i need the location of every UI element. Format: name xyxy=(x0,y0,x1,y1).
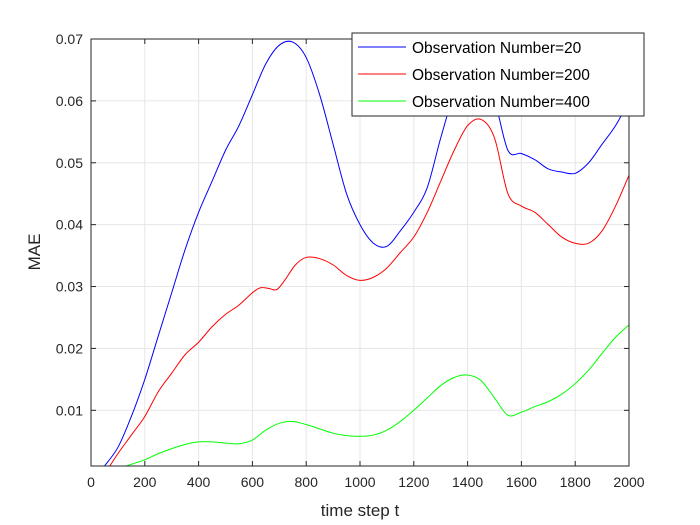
series-line-2 xyxy=(109,118,630,467)
y-tick-label: 0.06 xyxy=(56,93,83,109)
y-tick-label: 0.01 xyxy=(56,402,83,418)
y-tick-label: 0.07 xyxy=(56,31,83,47)
x-tick-label: 1600 xyxy=(506,474,537,490)
series-line-1 xyxy=(104,40,630,467)
x-tick-label: 400 xyxy=(187,474,211,490)
x-tick-label: 200 xyxy=(133,474,157,490)
legend-label-2: Observation Number=200 xyxy=(412,67,590,84)
y-tick-label: 0.03 xyxy=(56,279,83,295)
y-axis-label: MAE xyxy=(25,234,44,271)
y-ticks: 0.01 0.02 0.03 0.04 0.05 0.06 0.07 xyxy=(56,31,629,418)
y-tick-label: 0.05 xyxy=(56,155,83,171)
y-tick-label: 0.04 xyxy=(56,217,83,233)
legend-label-1: Observation Number=20 xyxy=(412,40,582,57)
x-tick-label: 1400 xyxy=(452,474,483,490)
x-tick-label: 2000 xyxy=(613,474,644,490)
x-tick-label: 0 xyxy=(87,474,95,490)
series-lines xyxy=(104,40,630,467)
series-line-3 xyxy=(125,324,630,467)
legend: Observation Number=20 Observation Number=… xyxy=(351,32,645,117)
x-axis-label: time step t xyxy=(321,501,400,520)
x-tick-label: 800 xyxy=(295,474,319,490)
x-tick-label: 1800 xyxy=(560,474,591,490)
x-ticks: 0 200 400 600 800 1000 1200 1400 1600 1800 2000 xyxy=(87,39,645,490)
y-tick-label: 0.02 xyxy=(56,340,83,356)
x-tick-label: 1200 xyxy=(398,474,429,490)
x-tick-label: 1000 xyxy=(344,474,375,490)
x-tick-label: 600 xyxy=(241,474,265,490)
legend-label-3: Observation Number=400 xyxy=(412,94,590,111)
